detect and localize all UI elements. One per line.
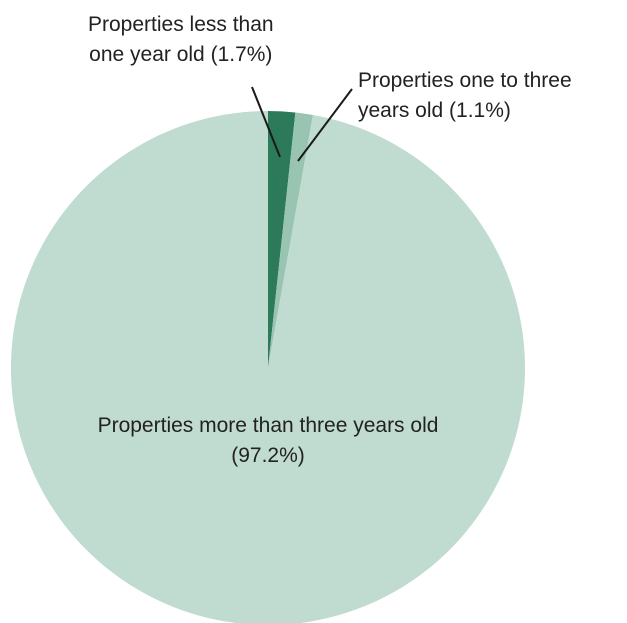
slice-label-line: Properties more than three years old [97, 414, 439, 437]
slice-label-more-than-three-years: Properties more than three years old (97… [58, 411, 478, 471]
leader-lines [251, 86, 353, 162]
pie-slice-more-than-three-years [11, 111, 525, 623]
slice-label-one-to-three-years: Properties one to three years old (1.1%) [358, 66, 572, 126]
pie-slices [11, 111, 525, 623]
pie-slice-less-than-one-year [268, 111, 296, 368]
slice-label-line: one year old (1.7%) [89, 43, 273, 66]
slice-label-line: Properties less than [88, 13, 274, 36]
pie-slice-one-to-three-years [268, 112, 313, 369]
slice-label-less-than-one-year: Properties less than one year old (1.7%) [88, 10, 274, 70]
slice-label-line: (97.2%) [231, 444, 305, 467]
leader-line-less-than-one-year [251, 86, 281, 158]
slice-label-line: Properties one to three [358, 69, 572, 92]
slice-label-line: years old (1.1%) [358, 99, 511, 122]
leader-line-one-to-three-years [297, 88, 353, 162]
